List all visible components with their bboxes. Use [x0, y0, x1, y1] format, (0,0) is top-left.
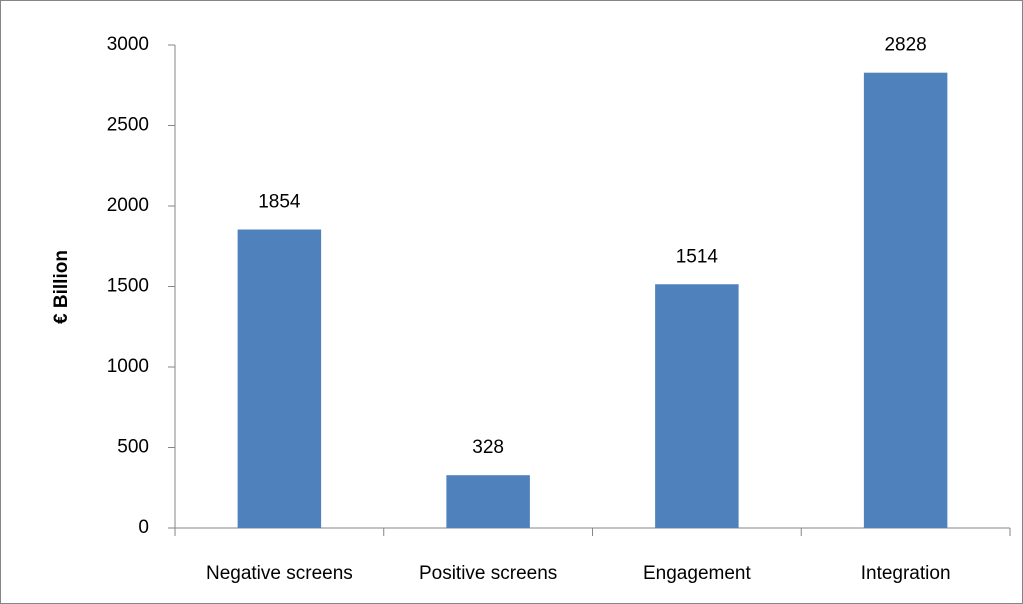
y-tick-label: 2000: [107, 195, 149, 216]
x-tick-label: Negative screens: [206, 563, 353, 584]
y-tick-label: 1500: [107, 276, 149, 297]
y-tick-label: 0: [138, 517, 149, 538]
x-tick-label: Integration: [861, 563, 951, 584]
bar: [446, 475, 530, 528]
bar: [655, 284, 739, 528]
x-tick-label: Engagement: [643, 563, 751, 584]
data-label: 328: [472, 437, 504, 458]
bar: [863, 72, 948, 528]
y-tick-label: 1000: [107, 356, 149, 377]
y-tick-label: 2500: [107, 115, 149, 136]
data-label: 2828: [884, 35, 926, 56]
y-axis-label: € Billion: [51, 250, 72, 324]
y-tick-label: 3000: [107, 34, 149, 55]
data-label: 1854: [258, 192, 301, 213]
y-tick-label: 500: [117, 437, 149, 458]
x-tick-label: Positive screens: [419, 563, 557, 584]
data-label: 1514: [676, 246, 719, 267]
bar: [237, 229, 322, 529]
